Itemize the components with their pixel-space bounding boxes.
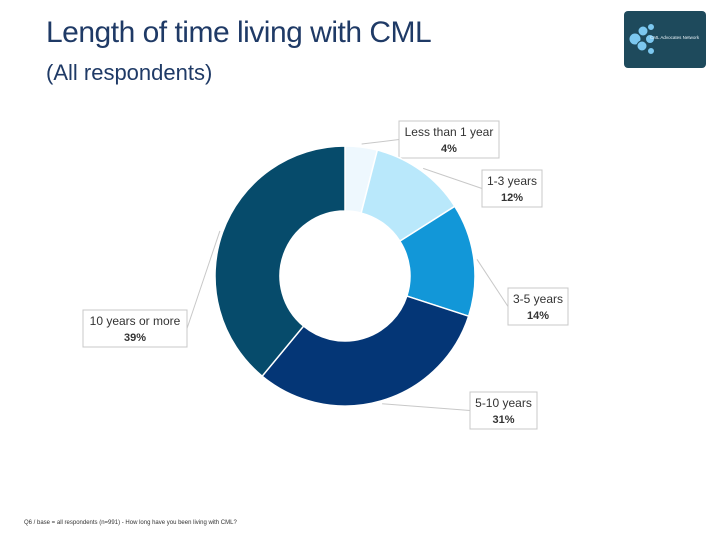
callout-value-10-years-or-more: 39% — [124, 332, 146, 344]
brand-logo: CML Advocates Network — [624, 11, 706, 68]
callout-box-3-5-years — [507, 287, 569, 326]
callout-label-less-than-1-year: Less than 1 year — [405, 125, 494, 139]
callout-value-5-10-years: 31% — [492, 414, 514, 426]
slice-10-years-or-more — [214, 145, 346, 378]
leader-line-5-10-years — [382, 403, 471, 411]
logo-text: CML Advocates Network — [650, 35, 700, 40]
leader-line-10-years-or-more — [186, 230, 221, 329]
callout-value-less-than-1-year: 4% — [441, 143, 457, 155]
callout-value-1-3-years: 12% — [501, 192, 523, 204]
callout-label-10-years-or-more: 10 years or more — [90, 314, 181, 328]
callout-box-5-10-years — [469, 391, 538, 430]
slice-5-10-years — [261, 295, 470, 407]
leader-line-3-5-years — [476, 259, 509, 307]
callout-value-3-5-years: 14% — [527, 310, 549, 322]
callout-label-3-5-years: 3-5 years — [513, 292, 563, 306]
page-subtitle: (All respondents) — [46, 60, 213, 85]
callout-box-10-years-or-more — [82, 309, 188, 348]
callout-box-1-3-years — [481, 169, 543, 208]
callout-label-5-10-years: 5-10 years — [475, 396, 532, 410]
logo-mark-icon — [628, 23, 655, 55]
footnote: Q6 / base = all respondents (n=991) - Ho… — [24, 520, 237, 526]
leader-line-1-3-years — [423, 167, 483, 189]
callout-box-less-than-1-year — [398, 120, 500, 159]
page-title: Length of time living with CML — [46, 16, 432, 49]
leader-line-less-than-1-year — [361, 139, 400, 145]
callout-label-1-3-years: 1-3 years — [487, 174, 537, 188]
